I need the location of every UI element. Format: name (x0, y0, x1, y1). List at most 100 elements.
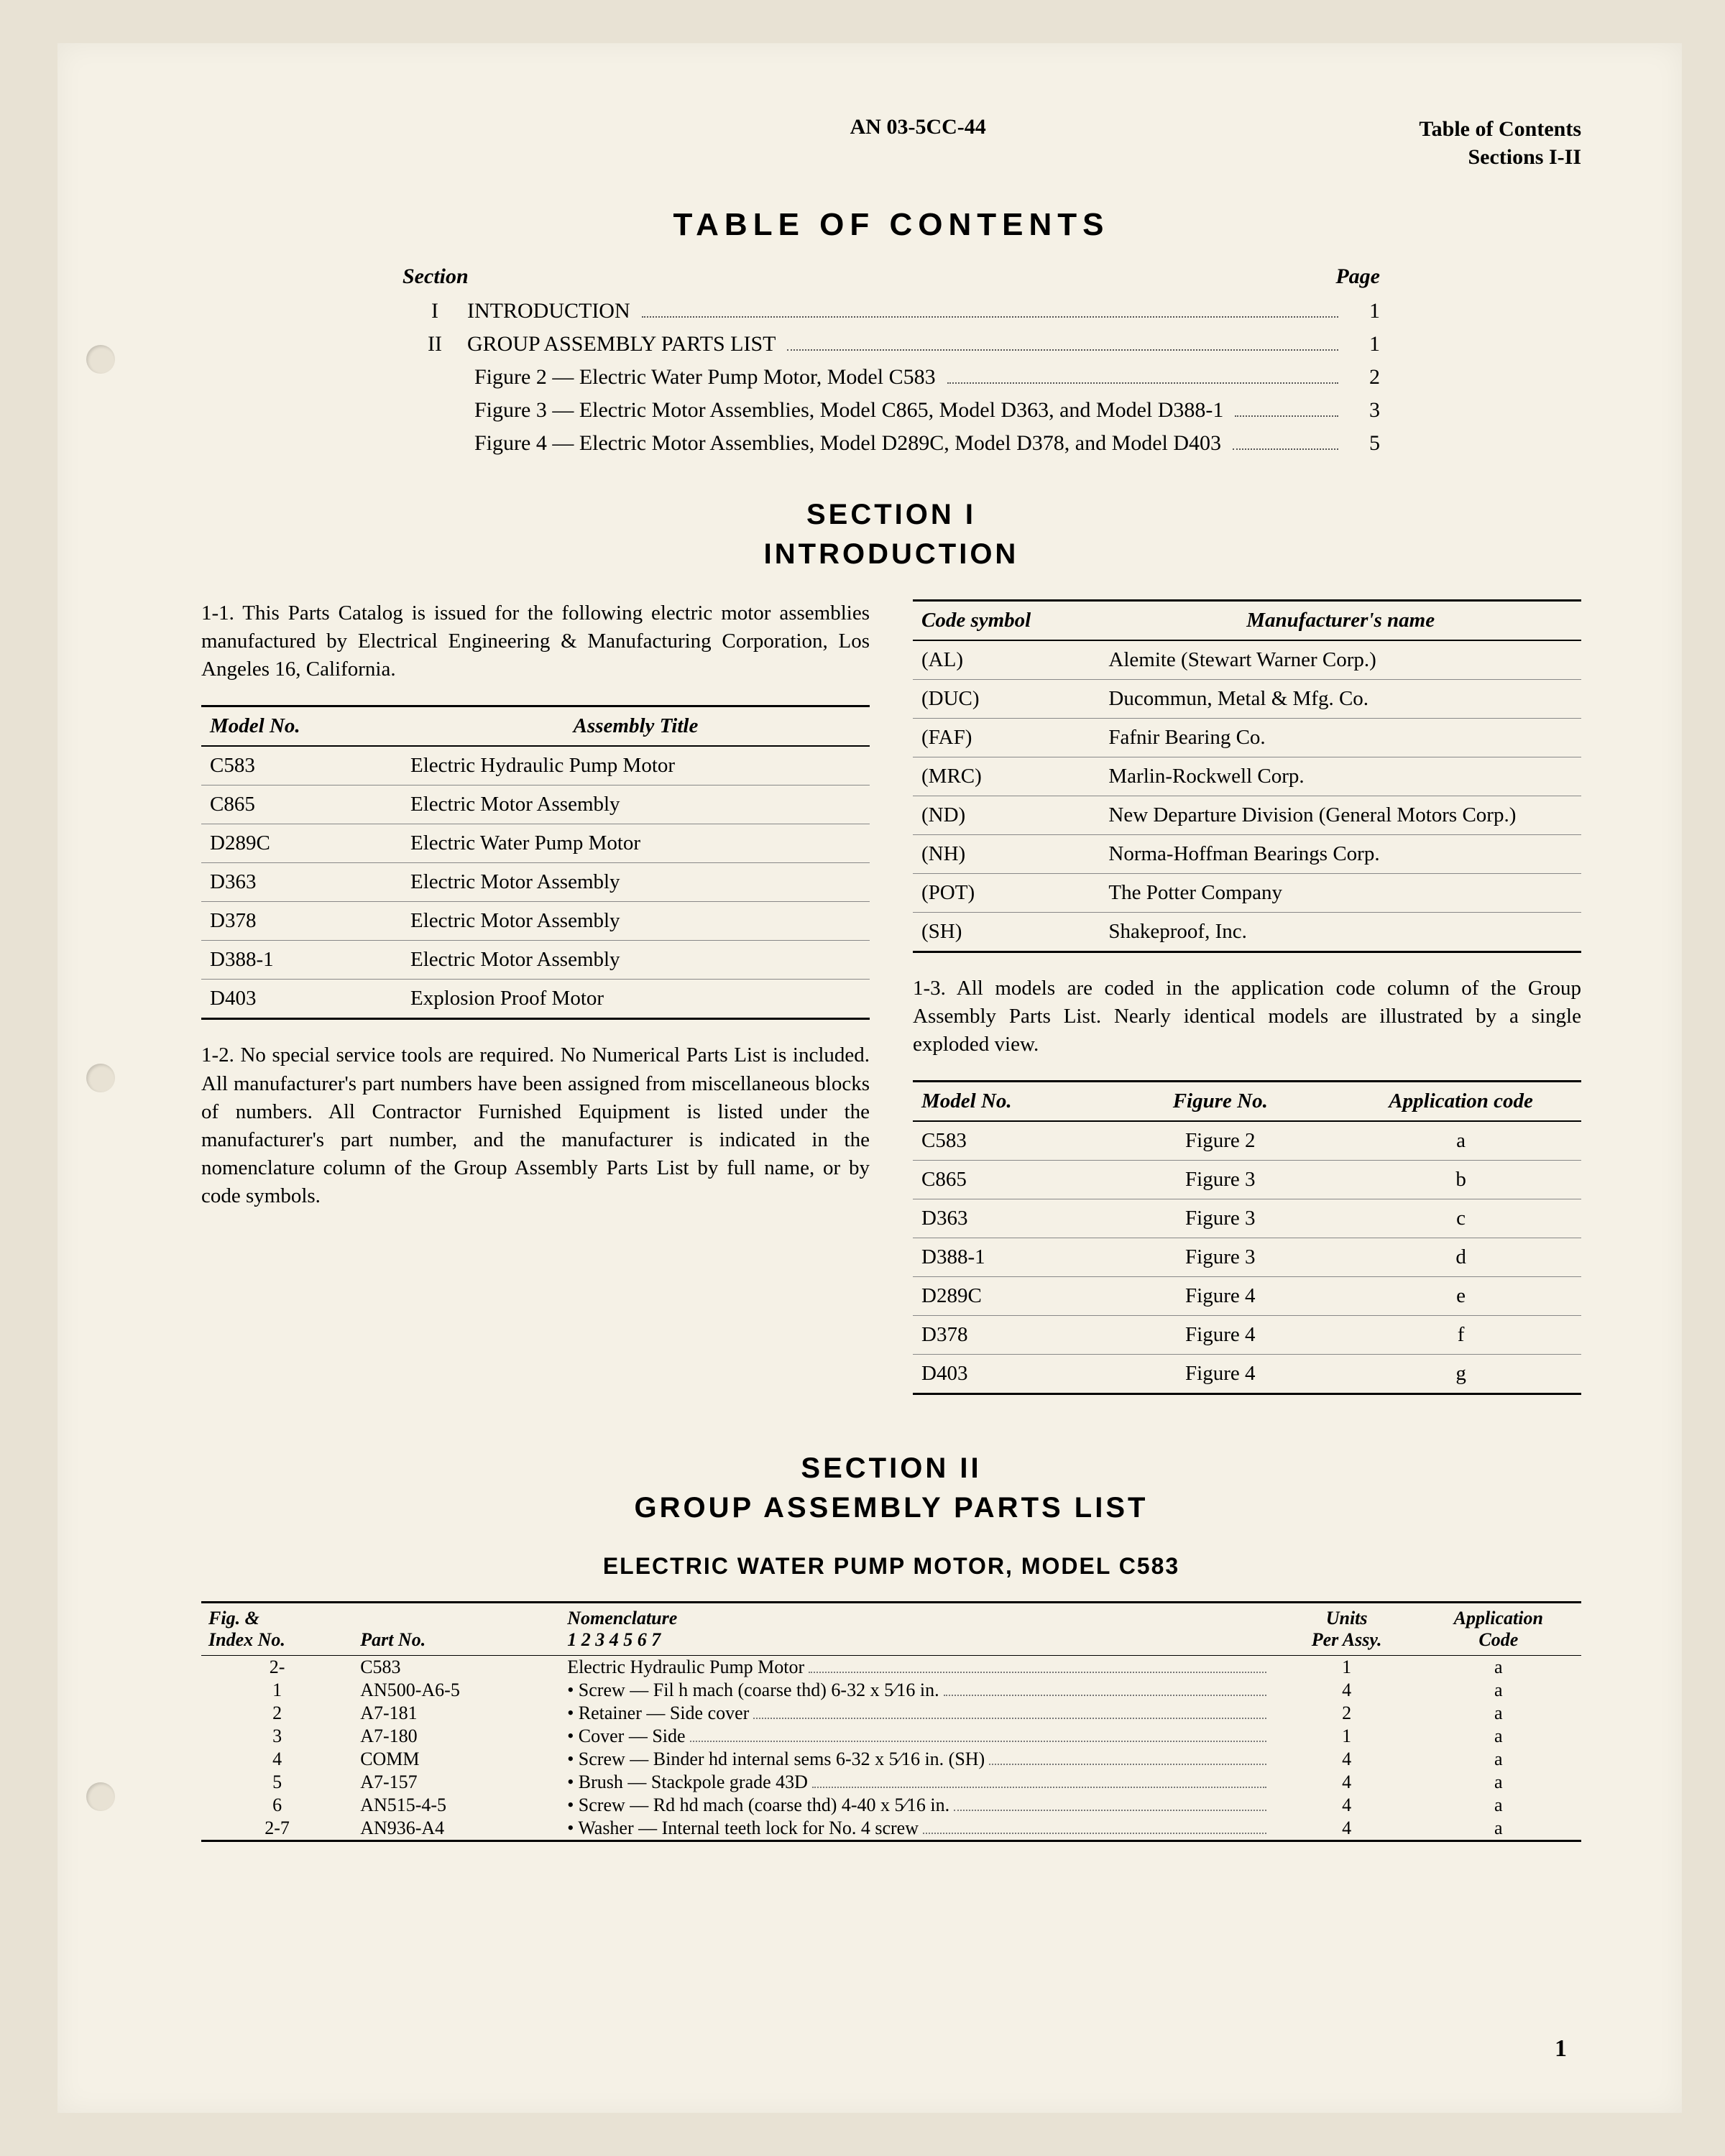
table-row: (MRC)Marlin-Rockwell Corp. (913, 757, 1581, 796)
toc-leader (1235, 394, 1338, 417)
cell: Electric Motor Assembly (402, 786, 870, 824)
right-column: Code symbol Manufacturer's name (AL)Alem… (913, 599, 1581, 1416)
toc-title: TABLE OF CONTENTS (201, 207, 1581, 243)
table-row: (FAF)Fafnir Bearing Co. (913, 719, 1581, 757)
cell: D403 (201, 980, 402, 1019)
cell: D388-1 (201, 941, 402, 980)
table-row: (POT)The Potter Company (913, 874, 1581, 913)
table-row: 4 COMM • Screw — Binder hd internal sems… (201, 1748, 1581, 1771)
cell-nom: Electric Hydraulic Pump Motor (560, 1656, 1277, 1680)
cell: Electric Water Pump Motor (402, 824, 870, 863)
table-row: 2 A7-181 • Retainer — Side cover 2 a (201, 1702, 1581, 1725)
toc-sub-row: Figure 3 — Electric Motor Assemblies, Mo… (402, 394, 1380, 423)
header-right: Table of Contents Sections I-II (1419, 115, 1581, 171)
cell-fig: 1 (201, 1679, 353, 1702)
cell: D388-1 (913, 1238, 1100, 1277)
cell-fig: 2-7 (201, 1817, 353, 1841)
cell-units: 4 (1278, 1679, 1416, 1702)
cell: Fafnir Bearing Co. (1100, 719, 1581, 757)
table-row: (DUC)Ducommun, Metal & Mfg. Co. (913, 680, 1581, 719)
punch-hole (86, 1782, 115, 1811)
page-number: 1 (1555, 2035, 1567, 2063)
cell: D289C (913, 1277, 1100, 1316)
punch-hole (86, 345, 115, 374)
cell: Electric Motor Assembly (402, 863, 870, 902)
table-row: D289CFigure 4e (913, 1277, 1581, 1316)
cell-app: a (1416, 1817, 1581, 1841)
doc-number: AN 03-5CC-44 (201, 115, 1419, 171)
cell-fig: 3 (201, 1725, 353, 1748)
cell: D363 (201, 863, 402, 902)
cell: Figure 4 (1100, 1277, 1340, 1316)
parts-col-app: ApplicationCode (1416, 1603, 1581, 1656)
cell: (ND) (913, 796, 1100, 835)
table-row: (SH)Shakeproof, Inc. (913, 913, 1581, 952)
header-right-1: Table of Contents (1419, 115, 1581, 143)
cell: New Departure Division (General Motors C… (1100, 796, 1581, 835)
cell: Electric Motor Assembly (402, 902, 870, 941)
cell: Marlin-Rockwell Corp. (1100, 757, 1581, 796)
cell-nom: • Screw — Binder hd internal sems 6-32 x… (560, 1748, 1277, 1771)
cell: Shakeproof, Inc. (1100, 913, 1581, 952)
table-row: D388-1Electric Motor Assembly (201, 941, 870, 980)
table-row: D378Electric Motor Assembly (201, 902, 870, 941)
cell-nom: • Retainer — Side cover (560, 1702, 1277, 1725)
cell-nom: • Screw — Fil h mach (coarse thd) 6-32 x… (560, 1679, 1277, 1702)
cell-part: AN500-A6-5 (353, 1679, 560, 1702)
toc-label: GROUP ASSEMBLY PARTS LIST (467, 332, 781, 356)
cell-part: C583 (353, 1656, 560, 1680)
toc-page: 5 (1344, 431, 1380, 456)
cell: Figure 4 (1100, 1355, 1340, 1394)
toc-head: Section Page (402, 264, 1380, 289)
cell-nom: • Brush — Stackpole grade 43D (560, 1771, 1277, 1794)
cell-part: COMM (353, 1748, 560, 1771)
parts-table: Fig. &Index No. Part No. Nomenclature1 2… (201, 1601, 1581, 1842)
codes-col-1: Manufacturer's name (1100, 601, 1581, 641)
table-row: C865Electric Motor Assembly (201, 786, 870, 824)
toc-leader (947, 361, 1338, 384)
page-header: AN 03-5CC-44 Table of Contents Sections … (201, 115, 1581, 171)
cell-nom: • Washer — Internal teeth lock for No. 4… (560, 1817, 1277, 1841)
section1-title: SECTION I (201, 499, 1581, 531)
cell-fig: 6 (201, 1794, 353, 1817)
table-row: 5 A7-157 • Brush — Stackpole grade 43D 4… (201, 1771, 1581, 1794)
app-col-0: Model No. (913, 1082, 1100, 1122)
table-row: 1 AN500-A6-5 • Screw — Fil h mach (coars… (201, 1679, 1581, 1702)
table-row: D388-1Figure 3d (913, 1238, 1581, 1277)
app-col-2: Application code (1340, 1082, 1581, 1122)
cell-app: a (1416, 1679, 1581, 1702)
section2-title: SECTION II (201, 1452, 1581, 1485)
cell: Ducommun, Metal & Mfg. Co. (1100, 680, 1581, 719)
toc-leader (787, 328, 1338, 351)
cell: D378 (201, 902, 402, 941)
cell-part: A7-181 (353, 1702, 560, 1725)
cell: Electric Hydraulic Pump Motor (402, 746, 870, 786)
table-row: (ND)New Departure Division (General Moto… (913, 796, 1581, 835)
cell-units: 4 (1278, 1817, 1416, 1841)
cell-units: 1 (1278, 1725, 1416, 1748)
cell-part: A7-180 (353, 1725, 560, 1748)
cell: C583 (201, 746, 402, 786)
cell-units: 2 (1278, 1702, 1416, 1725)
cell: Figure 2 (1100, 1121, 1340, 1161)
toc-sub-label: Figure 4 — Electric Motor Assemblies, Mo… (474, 431, 1227, 456)
cell-nom: • Screw — Rd hd mach (coarse thd) 4-40 x… (560, 1794, 1277, 1817)
cell: Figure 3 (1100, 1161, 1340, 1199)
toc-block: Section Page I INTRODUCTION 1II GROUP AS… (402, 264, 1380, 456)
table-row: D289CElectric Water Pump Motor (201, 824, 870, 863)
cell: The Potter Company (1100, 874, 1581, 913)
cell: D403 (913, 1355, 1100, 1394)
section2-subtitle: GROUP ASSEMBLY PARTS LIST (201, 1492, 1581, 1524)
left-column: 1-1. This Parts Catalog is issued for th… (201, 599, 870, 1416)
table-row: C583Electric Hydraulic Pump Motor (201, 746, 870, 786)
cell-app: a (1416, 1702, 1581, 1725)
toc-sec: I (402, 299, 467, 323)
cell-fig: 2- (201, 1656, 353, 1680)
cell-app: a (1416, 1771, 1581, 1794)
table-row: (NH)Norma-Hoffman Bearings Corp. (913, 835, 1581, 874)
cell: C865 (201, 786, 402, 824)
cell-part: AN936-A4 (353, 1817, 560, 1841)
cell: C865 (913, 1161, 1100, 1199)
two-column-layout: 1-1. This Parts Catalog is issued for th… (201, 599, 1581, 1416)
cell: (DUC) (913, 680, 1100, 719)
